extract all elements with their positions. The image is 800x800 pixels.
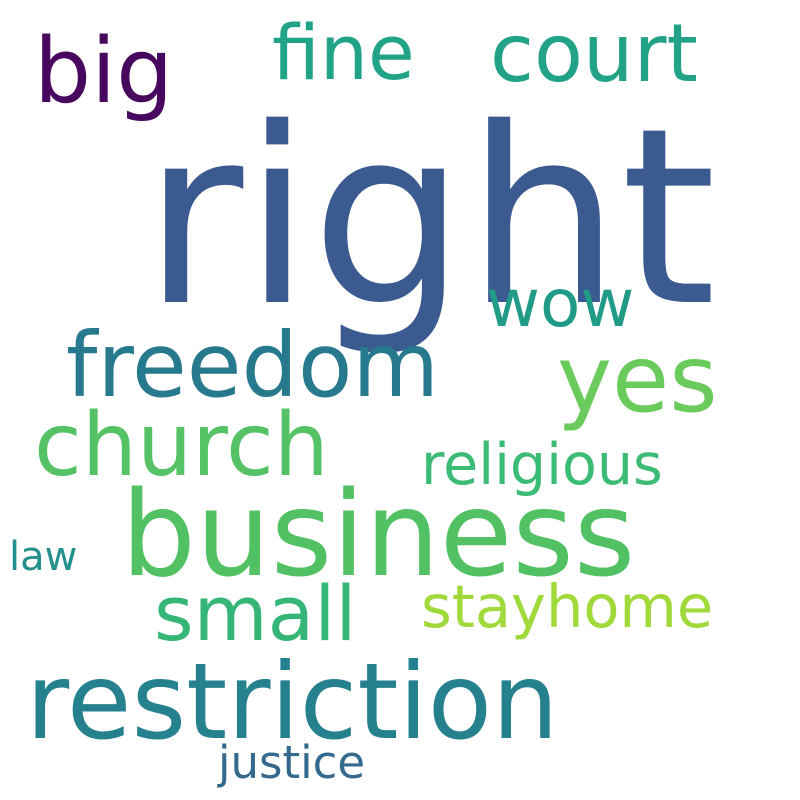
word-right: right [143, 76, 717, 360]
word-big: big [34, 19, 174, 124]
word-religious: religious [421, 432, 663, 498]
word-court: court [490, 7, 698, 100]
word-church: church [34, 394, 329, 496]
word-justice: justice [218, 736, 366, 789]
word-stayhome: stayhome [421, 572, 714, 641]
word-restriction: restriction [26, 641, 559, 763]
word-law: law [9, 534, 78, 580]
word-fine: fine [272, 8, 415, 97]
word-business: business [121, 465, 636, 603]
word-yes: yes [557, 325, 718, 433]
word-wow: wow [486, 265, 635, 342]
word-small: small [154, 569, 357, 658]
word-freedom: freedom [66, 313, 440, 417]
